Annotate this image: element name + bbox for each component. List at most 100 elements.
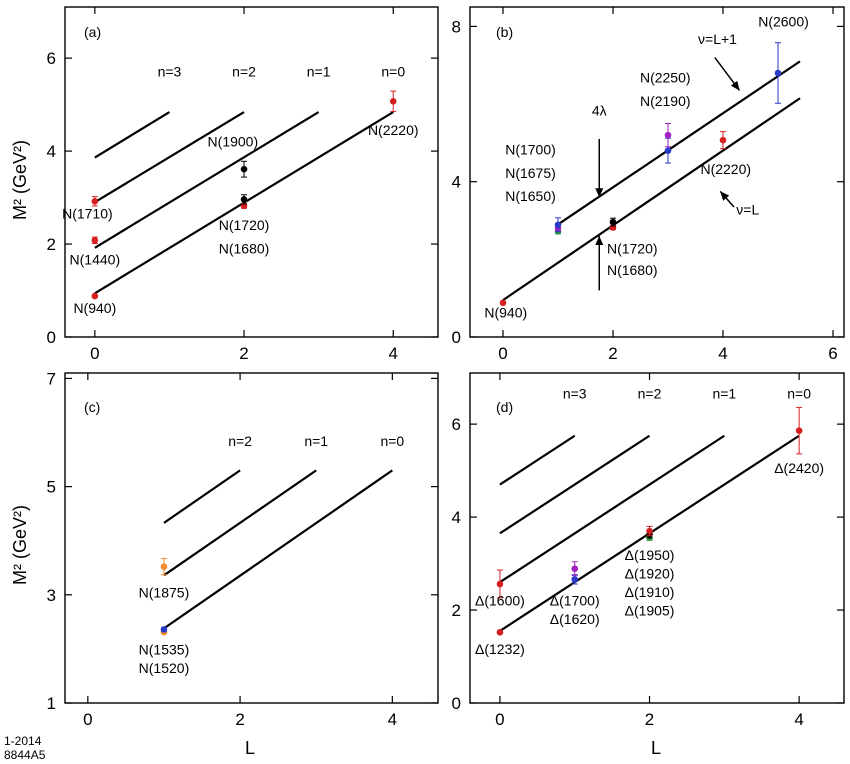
data-point (91, 197, 99, 205)
y-tick-label: 5 (47, 478, 56, 497)
state-label: N(1720) (219, 217, 270, 233)
data-point (719, 136, 727, 144)
trajectory-label: n=2 (638, 386, 662, 402)
x-tick-label: 4 (389, 344, 398, 363)
data-point (389, 98, 397, 105)
y-tick-label: 7 (47, 369, 56, 388)
trajectory-label: n=2 (232, 64, 256, 80)
x-tick-label: 4 (794, 710, 803, 729)
data-point (795, 427, 803, 434)
state-label: N(1710) (62, 205, 113, 221)
state-label: Δ(1600) (475, 592, 525, 608)
panel-c-frame (64, 372, 439, 704)
trajectory-label: n=0 (380, 433, 404, 449)
trajectory-label: n=2 (228, 433, 252, 449)
y-tick-label: 1 (47, 694, 56, 713)
arrow-4lambda-up-head (595, 236, 604, 246)
state-label: N(2190) (640, 93, 691, 109)
state-label: N(2220) (700, 161, 751, 177)
data-point (571, 576, 579, 583)
data-point (571, 565, 579, 572)
x-tick-label: 0 (83, 710, 92, 729)
panel-c: 0 2 4 1 3 5 7 n=2 n=1 n=0 N(1875) N(1535) N(1520) (47, 369, 438, 729)
data-point (664, 131, 672, 139)
trajectory-line-n2 (94, 111, 245, 204)
panel-b: 0 2 4 6 0 4 8 N(940) N(1700) N(1675) N(1650) N(1720… (452, 7, 844, 363)
state-label: Δ(1920) (625, 565, 675, 581)
state-label: 4λ (592, 103, 607, 119)
y-tick-label: 0 (452, 694, 461, 713)
state-label: N(1900) (208, 133, 259, 149)
trajectory-line-n3 (499, 434, 576, 486)
panel-a: 0 2 4 0 2 4 6 n=3 n=2 n=1 n=0 N(940) N(1440) N(1710) N… (47, 7, 438, 363)
trajectory-line-n1 (94, 111, 320, 249)
y-tick-label: 4 (452, 508, 461, 527)
x-tick-label: 0 (90, 344, 99, 363)
arrow-4lambda-down-head (595, 188, 604, 198)
x-tick-label: 2 (235, 710, 244, 729)
data-point (496, 580, 504, 588)
y-tick-label: 3 (47, 586, 56, 605)
state-label: N(1680) (219, 240, 270, 256)
y-axis-title-top: M² (GeV²) (10, 140, 30, 220)
y-tick-label: 4 (452, 173, 461, 192)
state-label: N(1650) (505, 188, 556, 204)
data-point (609, 218, 617, 226)
data-point (646, 527, 653, 535)
data-point (91, 237, 99, 244)
x-tick-label: 0 (495, 710, 504, 729)
data-point (554, 221, 562, 229)
data-point (91, 292, 99, 300)
x-tick-label: 2 (608, 344, 617, 363)
state-label: N(2600) (758, 13, 809, 29)
y-tick-label: 8 (452, 17, 461, 36)
trajectory-line-n2 (163, 469, 241, 524)
state-label: N(1720) (607, 241, 658, 257)
state-label: Δ(1950) (625, 547, 675, 563)
data-point (664, 147, 672, 154)
state-label: N(1520) (139, 660, 190, 676)
data-point (496, 629, 504, 636)
panel-label-c: (c) (84, 399, 100, 415)
state-label: Δ(1700) (550, 592, 600, 608)
state-label: Δ(1232) (475, 641, 525, 657)
state-label: ν=L (736, 202, 759, 218)
x-tick-label: 2 (645, 710, 654, 729)
trajectory-label: n=0 (787, 386, 811, 402)
y-tick-label: 2 (47, 235, 56, 254)
trajectory-label: n=1 (307, 64, 331, 80)
data-point (160, 626, 168, 633)
state-label: N(1875) (139, 585, 190, 601)
data-point (499, 299, 507, 307)
x-axis-title-right: L (651, 738, 661, 758)
state-label: Δ(1910) (625, 584, 675, 600)
x-axis-title-left: L (245, 738, 255, 758)
state-label: Δ(1905) (625, 603, 675, 619)
panel-d: 0 2 4 0 2 4 6 n=3 n=2 n=1 n=0 Δ(1232) Δ(1600) Δ(1700)… (452, 373, 844, 729)
x-tick-label: 4 (388, 710, 397, 729)
panel-b-frame (469, 6, 845, 338)
state-label: N(2220) (368, 122, 419, 138)
data-point (240, 196, 248, 203)
data-point (160, 563, 168, 570)
state-label: N(2250) (640, 70, 691, 86)
figure-id-line1: 1-2014 (4, 734, 42, 748)
y-tick-label: 2 (452, 601, 461, 620)
y-tick-label: 6 (47, 49, 56, 68)
data-point (774, 69, 782, 77)
x-tick-label: 0 (498, 344, 507, 363)
trajectory-label: n=3 (158, 64, 182, 80)
panel-a-frame (64, 6, 439, 338)
y-axis-title-bottom: M² (GeV²) (10, 505, 30, 585)
state-label: Δ(2420) (774, 460, 824, 476)
state-label: N(1680) (607, 262, 658, 278)
state-label: ν=L+1 (698, 31, 737, 47)
state-label: N(1700) (505, 142, 556, 158)
x-tick-label: 2 (239, 344, 248, 363)
arrow-nu-L-head (720, 191, 730, 201)
y-tick-label: 0 (47, 328, 56, 347)
trajectory-line-n1 (499, 434, 725, 584)
state-label: N(1535) (139, 641, 190, 657)
x-tick-label: 4 (718, 344, 727, 363)
